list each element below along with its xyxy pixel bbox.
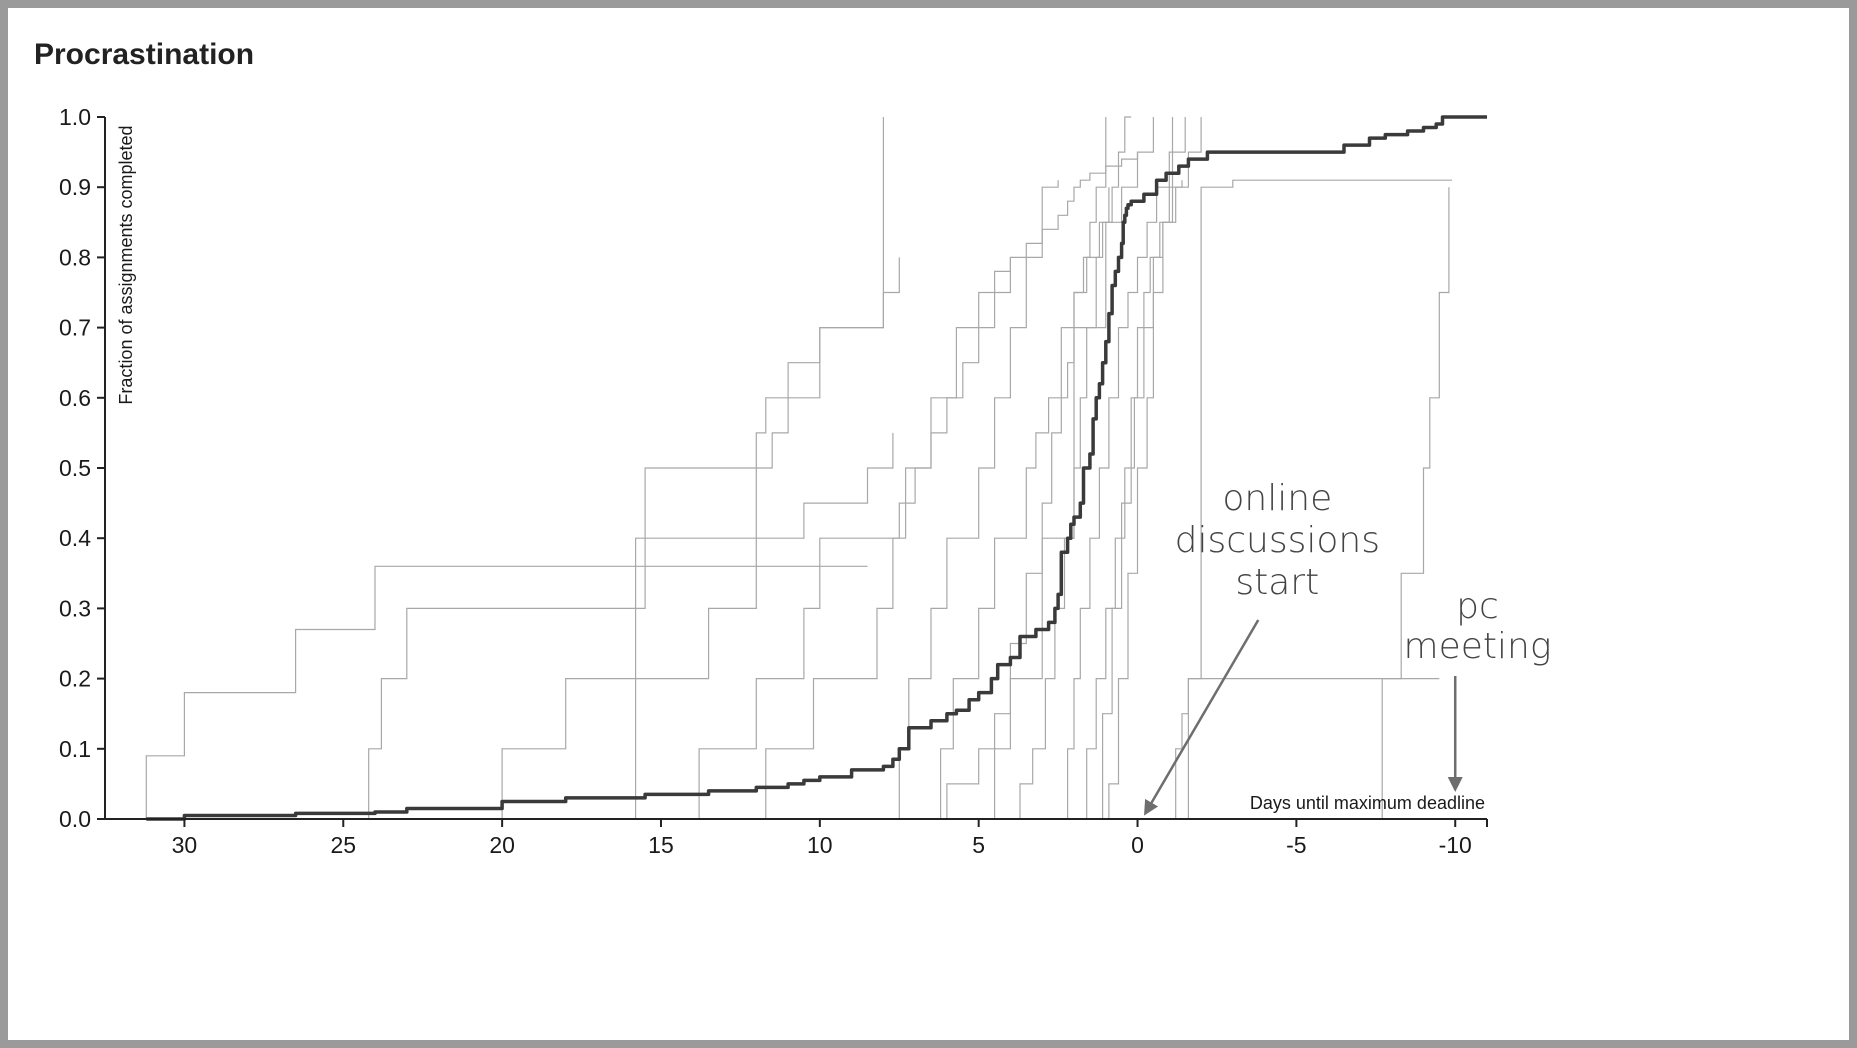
individual-series-line (898, 180, 1059, 819)
individual-series-line (698, 257, 1011, 819)
annotation-online-discussions-arrow (1144, 619, 1260, 816)
y-tick-label: 0.2 (59, 666, 91, 692)
chart-plot: 0.0 0.1 0.2 0.3 0.4 0.5 0.6 0.7 0.8 0.9 1.0 30 25 20 1… (59, 104, 1552, 858)
individual-series-line (946, 117, 1154, 819)
individual-series-line (1108, 117, 1174, 819)
aggregate-series-line (146, 115, 1487, 821)
individual-series-line (145, 565, 868, 819)
annotation-online-discussions-line: discussions (1175, 520, 1380, 561)
individual-series-line (501, 432, 894, 819)
y-tick-label: 0.1 (59, 736, 91, 762)
x-tick-label: 15 (648, 832, 674, 858)
x-axis-label: Days until maximum deadline (1250, 793, 1485, 813)
individual-series-line (1187, 179, 1453, 819)
y-tick-label: 1.0 (59, 104, 91, 130)
y-tick-label: 0.5 (59, 455, 91, 481)
individual-series-line (635, 257, 900, 819)
x-tick-label: 5 (972, 832, 985, 858)
individual-series-line (1381, 187, 1450, 819)
y-tick-label: 0.6 (59, 385, 91, 411)
annotation-online-discussions-line: start (1235, 562, 1319, 603)
individual-series-line (1019, 116, 1132, 819)
y-tick-label: 0.4 (59, 525, 91, 551)
x-tick-label: -10 (1439, 832, 1472, 858)
individual-series-line (765, 152, 1139, 819)
individual-series-line (994, 117, 1107, 819)
y-tick-label: 0.0 (59, 806, 91, 832)
x-tick-label: 20 (489, 832, 515, 858)
individual-series-line (368, 117, 884, 819)
y-tick-label: 0.9 (59, 174, 91, 200)
y-axis-label: Fraction of assignments completed (116, 125, 136, 404)
annotation-pc-meeting-line: pc (1456, 586, 1499, 627)
x-tick-label: 30 (172, 832, 198, 858)
annotation-pc-meeting-line: meeting (1404, 626, 1552, 667)
y-tick-label: 0.7 (59, 315, 91, 341)
chart-title: Procrastination (34, 38, 255, 71)
y-tick-label: 0.3 (59, 595, 91, 621)
annotation-online-discussions-line: online (1222, 478, 1332, 519)
x-tick-label: 10 (807, 832, 833, 858)
y-tick-label: 0.8 (59, 244, 91, 270)
x-tick-label: -5 (1286, 832, 1306, 858)
x-tick-label: 0 (1131, 832, 1144, 858)
x-tick-label: 25 (330, 832, 356, 858)
